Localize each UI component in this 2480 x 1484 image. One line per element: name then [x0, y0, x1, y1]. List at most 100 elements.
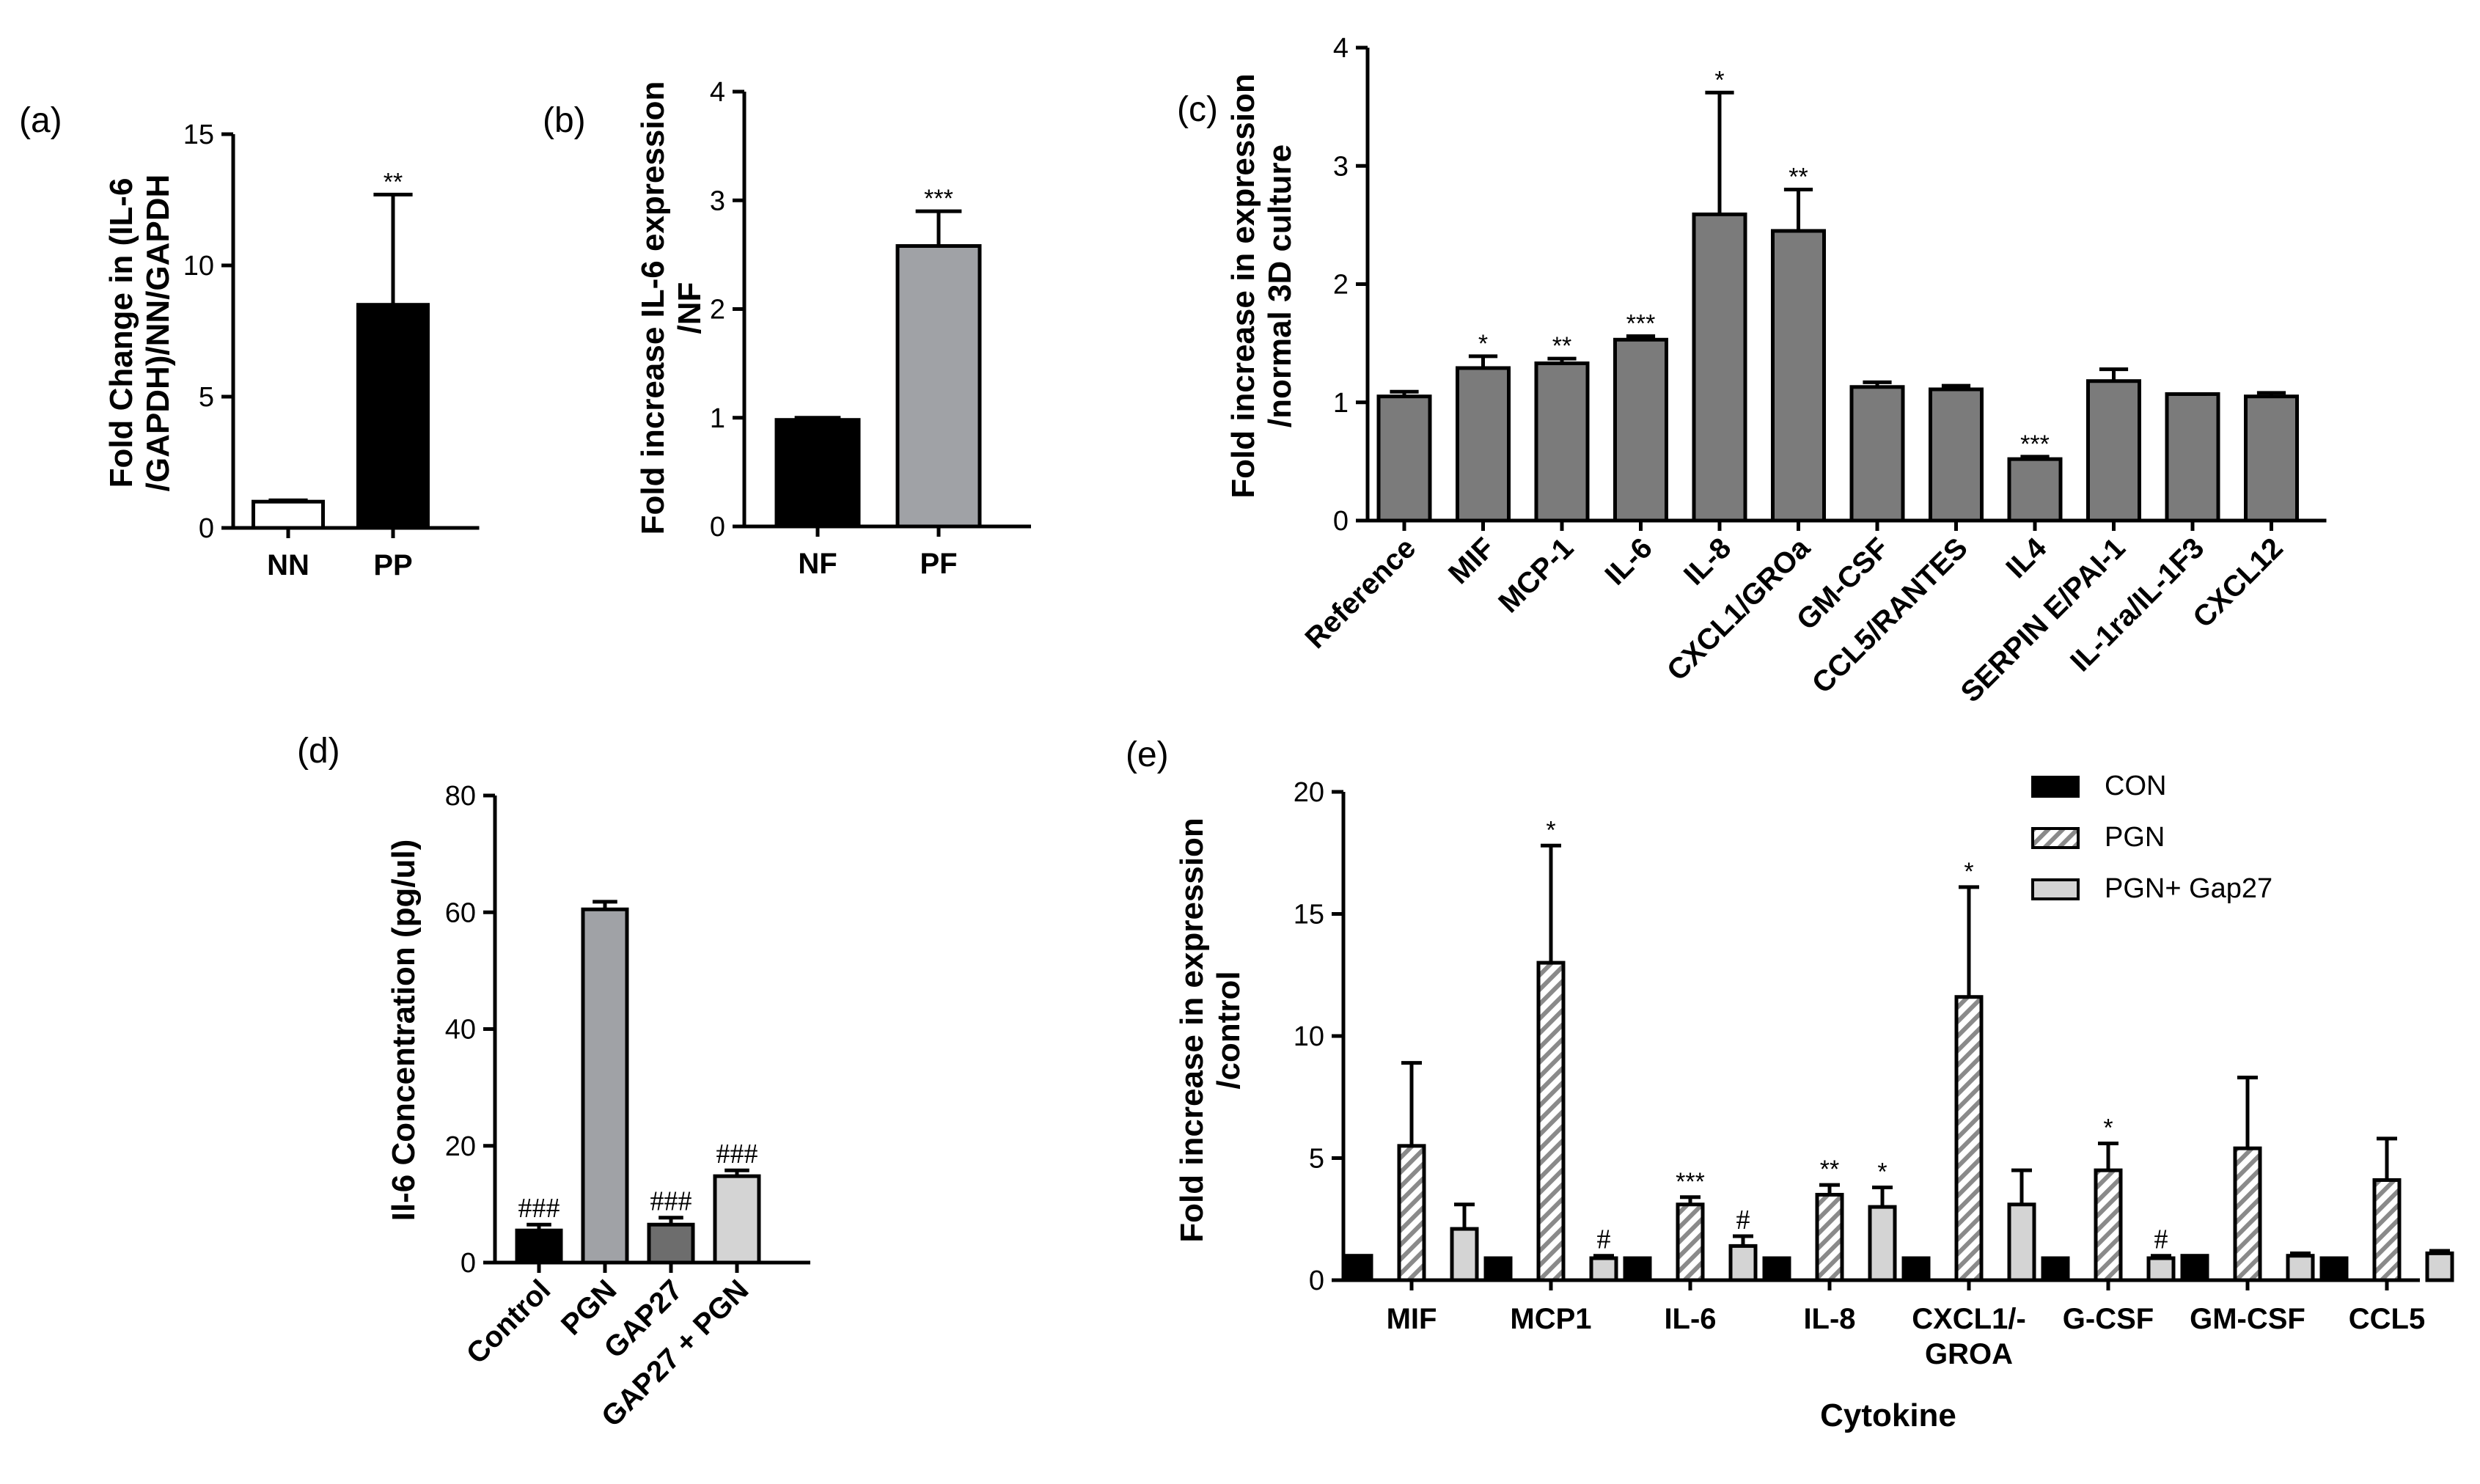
bar	[1849, 385, 1905, 523]
legend-label: PGN	[2105, 822, 2165, 853]
bar	[2041, 1256, 2070, 1282]
x-category-label: IL4	[2000, 532, 2053, 585]
bar	[1344, 1254, 1373, 1282]
hash-annotation: #	[1736, 1205, 1750, 1235]
x-category-label: MCP1	[1510, 1303, 1591, 1335]
y-axis-label: Il-6 Concentration (pg/ul)	[386, 840, 422, 1222]
bar	[1901, 1256, 1931, 1282]
bar	[774, 418, 861, 529]
significance-annotation: *	[2103, 1114, 2113, 1142]
bar	[2244, 394, 2299, 523]
bar	[2086, 379, 2141, 523]
x-category-label: G-CSF	[2063, 1303, 2154, 1335]
legend-swatch	[2031, 776, 2080, 798]
bar	[1868, 1205, 1897, 1282]
bar	[2233, 1146, 2262, 1282]
x-axis-label: Cytokine	[1820, 1397, 1956, 1433]
significance-annotation: *	[1478, 330, 1488, 358]
x-category-label: MIF	[1442, 532, 1501, 590]
x-category-label: Reference	[1299, 532, 1422, 655]
bar	[2372, 1178, 2402, 1282]
x-category-label: IL-6	[1599, 532, 1658, 591]
x-category-label: NN	[267, 549, 309, 581]
panel-label: (c)	[1177, 90, 1218, 129]
hash-annotation: #	[2154, 1224, 2168, 1255]
bar	[2007, 457, 2063, 523]
y-tick-label: 20	[1294, 777, 1324, 808]
bar	[1450, 1227, 1479, 1282]
x-category-label: GM-CSF	[2190, 1303, 2305, 1335]
y-tick-label: 0	[1309, 1266, 1324, 1296]
x-category-label: IL-6	[1664, 1303, 1716, 1335]
significance-annotation: **	[1552, 332, 1571, 360]
hash-annotation: #	[1597, 1224, 1611, 1255]
panel-label: (b)	[543, 101, 586, 140]
y-axis-label: Fold increase in expression/control	[1174, 818, 1247, 1243]
y-tick-label: 5	[1309, 1144, 1324, 1175]
x-category-label: MCP-1	[1492, 532, 1580, 619]
y-tick-label: 0	[1333, 506, 1349, 537]
bar	[1676, 1202, 1705, 1282]
bar	[2165, 392, 2220, 523]
bar	[1728, 1244, 1758, 1282]
significance-annotation: *	[1964, 858, 1973, 886]
y-tick-label: 15	[183, 120, 214, 150]
y-axis-label-line: Il-6 Concentration (pg/ul)	[386, 840, 422, 1222]
hash-annotation: ###	[650, 1186, 692, 1217]
bar	[1929, 387, 1984, 523]
bar	[1397, 1144, 1426, 1282]
y-axis-label: Fold Change in (IL-6/GAPDH)/NN/GAPDH	[103, 175, 176, 492]
bar	[2319, 1256, 2349, 1282]
y-axis-label-line: Fold increase in expression	[1225, 73, 1261, 499]
chart-panel-c: 0 1 2 3 4 (c) Fold increase in expression/norm…	[1177, 33, 2327, 708]
bar	[713, 1174, 761, 1265]
bar	[1376, 394, 1432, 523]
hash-annotation: ###	[716, 1139, 758, 1169]
y-tick-label: 40	[445, 1015, 476, 1046]
panel-label: (d)	[297, 732, 340, 771]
y-tick-label: 3	[710, 186, 725, 216]
y-axis-label-line: Fold increase in expression	[1174, 818, 1210, 1243]
y-tick-label: 0	[461, 1248, 476, 1279]
y-tick-label: 1	[1333, 388, 1349, 419]
bar	[1815, 1192, 1844, 1282]
y-tick-label: 0	[710, 512, 725, 543]
y-tick-label: 10	[1294, 1021, 1324, 1052]
x-category-label: PP	[373, 549, 412, 581]
significance-annotation: **	[1789, 164, 1808, 191]
legend-label: PGN+ Gap27	[2105, 873, 2272, 904]
x-category-label: IL-8	[1803, 1303, 1855, 1335]
bar	[1613, 337, 1668, 523]
x-category-label: Control	[461, 1274, 557, 1370]
y-axis-label-line: Fold Change in (IL-6	[103, 178, 139, 488]
x-category-label: IL-8	[1678, 532, 1737, 591]
y-axis-label-line: /control	[1211, 971, 1247, 1089]
y-tick-label: 60	[445, 897, 476, 928]
legend-label: CON	[2105, 771, 2166, 801]
x-category-label: NF	[798, 548, 837, 580]
bar	[2180, 1254, 2209, 1282]
significance-annotation: *	[1546, 816, 1555, 844]
chart-panel-a: 0 5 10 15 (a) Fold Change in (IL-6/GAPDH)/NN/…	[19, 101, 480, 581]
bar	[1954, 995, 1984, 1282]
x-category-label: GROA	[1925, 1338, 2013, 1370]
legend-swatch	[2031, 878, 2080, 900]
significance-annotation: ***	[924, 185, 953, 213]
significance-annotation: **	[384, 168, 403, 196]
y-tick-label: 4	[1333, 33, 1349, 64]
bar	[1771, 229, 1826, 523]
panel-label: (e)	[1126, 735, 1169, 774]
y-tick-label: 20	[445, 1131, 476, 1162]
bar	[2146, 1256, 2176, 1282]
y-tick-label: 4	[710, 77, 725, 108]
y-tick-label: 0	[199, 513, 214, 544]
x-category-label: CXCL1/-	[1912, 1303, 2026, 1335]
bar	[895, 244, 982, 529]
bar	[1456, 366, 1511, 523]
y-axis-label-line: /NF	[672, 282, 708, 334]
y-axis-label-line: /normal 3D culture	[1262, 144, 1298, 427]
significance-annotation: *	[1714, 66, 1724, 94]
bar	[1536, 960, 1566, 1282]
significance-annotation: *	[1877, 1158, 1887, 1186]
bar	[647, 1222, 695, 1265]
